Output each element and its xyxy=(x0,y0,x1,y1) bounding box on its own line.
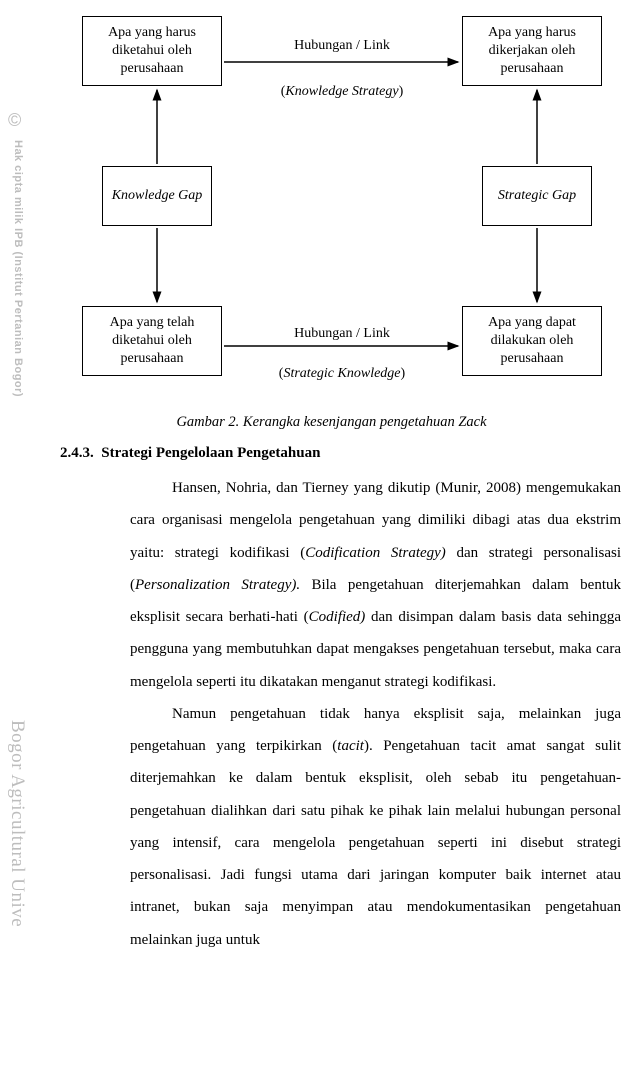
watermark-bau: Bogor Agricultural Unive xyxy=(6,720,28,927)
node-bot-right: Apa yang dapat dilakukan oleh perusahaan xyxy=(462,306,602,376)
section-number: 2.4.3. xyxy=(60,445,94,461)
paragraph-1: Hansen, Nohria, dan Tierney yang dikutip… xyxy=(130,472,621,698)
page-content: Apa yang harus diketahui oleh perusahaan… xyxy=(42,0,621,956)
link-top-label: Hubungan / Link xyxy=(242,38,442,54)
link-bot-sublabel: (Strategic Knowledge) xyxy=(242,366,442,382)
node-mid-right: Strategic Gap xyxy=(482,166,592,226)
p1-italic-3: Codified) xyxy=(309,609,366,625)
figure-caption: Gambar 2. Kerangka kesenjangan pengetahu… xyxy=(42,414,621,431)
paren-close: ) xyxy=(399,84,404,99)
node-mid-left: Knowledge Gap xyxy=(102,166,212,226)
strategic-knowledge-italic: Strategic Knowledge xyxy=(283,366,400,381)
node-bot-left: Apa yang telah diketahui oleh perusahaan xyxy=(82,306,222,376)
watermark-hak-cipta: Hak cipta milik IPB (Institut Pertanian … xyxy=(12,140,24,397)
p1-italic-1: Codification Strategy) xyxy=(305,545,446,561)
paren-close2: ) xyxy=(401,366,406,381)
p1-italic-2: Personalization Strategy). xyxy=(135,577,300,593)
zack-knowledge-gap-diagram: Apa yang harus diketahui oleh perusahaan… xyxy=(62,6,621,406)
link-bot-label: Hubungan / Link xyxy=(242,326,442,342)
node-top-left: Apa yang harus diketahui oleh perusahaan xyxy=(82,16,222,86)
p2-italic-1: tacit xyxy=(337,738,364,754)
copyright-symbol: © xyxy=(8,110,21,131)
section-title: Strategi Pengelolaan Pengetahuan xyxy=(101,445,320,461)
watermark-strip: © Hak cipta milik IPB (Institut Pertania… xyxy=(0,0,42,1089)
p2-text-b: ). Pengetahuan tacit amat sangat sulit d… xyxy=(130,738,621,948)
section-heading: 2.4.3. Strategi Pengelolaan Pengetahuan xyxy=(60,445,621,462)
knowledge-strategy-italic: Knowledge Strategy xyxy=(285,84,398,99)
node-top-right: Apa yang harus dikerjakan oleh perusahaa… xyxy=(462,16,602,86)
paragraph-2: Namun pengetahuan tidak hanya eksplisit … xyxy=(130,698,621,956)
link-top-sublabel: (Knowledge Strategy) xyxy=(242,84,442,100)
